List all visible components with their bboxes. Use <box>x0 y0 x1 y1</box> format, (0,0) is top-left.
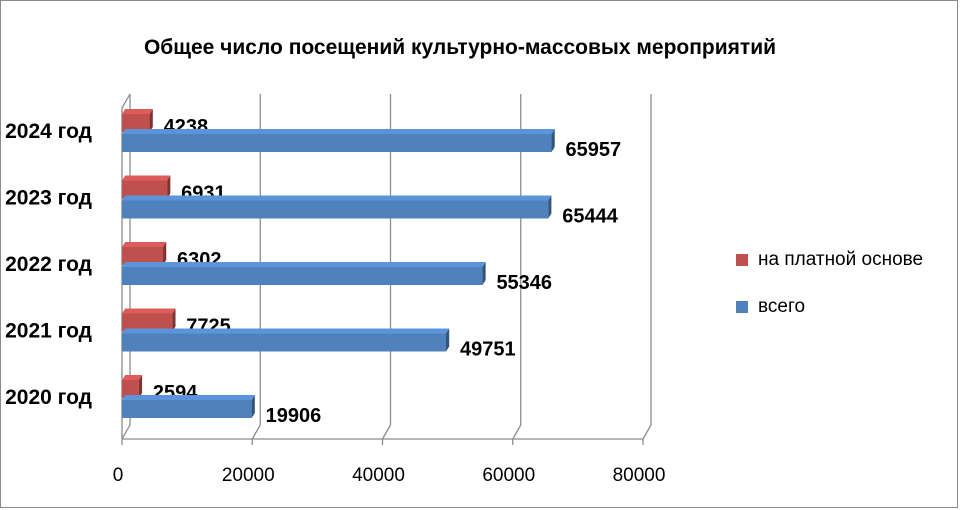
floor-gridline <box>642 424 652 440</box>
x-tick-label: 60000 <box>482 465 535 486</box>
legend-item-total: всего <box>736 296 805 318</box>
data-label-total: 65444 <box>562 206 618 228</box>
bar-total-side <box>482 262 486 285</box>
bar-paid-side <box>167 175 171 199</box>
floor-gridline <box>512 424 522 440</box>
y-category-label: 2021 год <box>5 320 92 343</box>
bar-paid <box>122 114 150 132</box>
bar-total-side <box>551 129 555 152</box>
bar-paid-side <box>138 375 143 398</box>
legend-swatch-paid <box>736 254 748 266</box>
x-tick-label: 40000 <box>352 465 405 486</box>
bar-paid <box>122 380 139 398</box>
bar-total-top <box>122 262 486 267</box>
bar-total-top <box>122 395 255 400</box>
y-category-label: 2022 год <box>5 253 92 276</box>
bar-total <box>122 333 447 352</box>
bar-total <box>122 400 252 418</box>
legend-label-total: всего <box>758 296 806 317</box>
bar-paid-top <box>122 308 176 314</box>
bar-paid-top <box>122 175 171 181</box>
bar-total <box>122 134 552 152</box>
bar-paid <box>122 180 168 199</box>
left-wall-top <box>121 93 131 109</box>
bar-total <box>122 267 483 285</box>
y-category-label: 2024 год <box>5 120 92 143</box>
bar-paid-side <box>163 242 167 265</box>
bar-total-side <box>446 328 450 352</box>
legend-swatch-total <box>736 301 748 313</box>
bar-total-top <box>122 129 555 134</box>
floor-gridline <box>121 424 131 440</box>
bar-total-top <box>122 195 552 201</box>
bar-paid-side <box>172 308 176 332</box>
data-label-total: 19906 <box>266 405 322 427</box>
legend-label-paid: на платной основе <box>758 249 924 270</box>
data-label-total: 65957 <box>566 139 622 161</box>
x-tick-label: 0 <box>113 465 124 486</box>
floor-gridline <box>381 424 392 440</box>
chart-title: Общее число посещений культурно-массовых… <box>143 36 777 59</box>
bar-total-side <box>548 195 552 219</box>
bar-paid-top <box>122 375 143 380</box>
bar-total-top <box>122 328 450 334</box>
x-tick-label: 20000 <box>222 465 275 486</box>
x-tick-label: 80000 <box>613 465 666 486</box>
data-label-total: 49751 <box>460 339 516 361</box>
floor-gridline <box>251 424 261 440</box>
bar-paid <box>122 247 164 265</box>
bar-paid-side <box>149 109 153 132</box>
y-category-label: 2020 год <box>5 386 92 409</box>
legend-item-paid: на платной основе <box>736 249 923 271</box>
bar-paid-top <box>122 109 153 114</box>
data-label-total: 55346 <box>496 272 552 294</box>
bar-total <box>122 200 549 219</box>
bar-paid <box>122 313 173 332</box>
bar-paid-top <box>122 242 167 247</box>
y-category-label: 2023 год <box>5 187 92 210</box>
bar-total-side <box>251 395 255 418</box>
